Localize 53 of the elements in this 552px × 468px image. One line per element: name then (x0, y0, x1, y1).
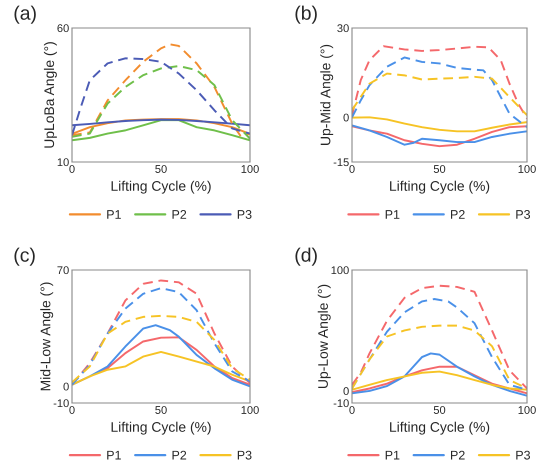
legend-label: P3 (238, 210, 252, 219)
x-axis-title: Lifting Cycle (%) (112, 422, 211, 435)
y-tick-label: -10 (54, 399, 69, 408)
y-tick-label: 0 (343, 387, 349, 396)
legend-label: P3 (238, 450, 252, 460)
chart-title: (a) (14, 6, 36, 24)
x-tick-label: 50 (434, 165, 446, 173)
line-series (352, 72, 527, 116)
y-tick-label: 60 (57, 24, 69, 32)
x-tick-label: 100 (518, 406, 536, 414)
line-series (352, 352, 527, 397)
y-tick-label: 70 (57, 266, 69, 274)
y-tick-label: 0 (63, 382, 69, 391)
x-tick-label: 100 (242, 406, 259, 414)
y-tick-label: -15 (334, 158, 349, 166)
x-tick-label: 0 (349, 406, 355, 414)
x-tick-label: 100 (518, 165, 536, 173)
x-tick-label: 50 (155, 406, 167, 414)
x-tick-label: 0 (69, 406, 75, 414)
x-tick-label: 100 (242, 165, 259, 173)
x-tick-label: 0 (349, 165, 355, 173)
legend-label: P1 (386, 210, 400, 219)
y-tick-label: 10 (58, 158, 69, 166)
line-series (352, 45, 527, 120)
y-axis-title: UpLoBa Angle (°) (44, 42, 57, 148)
x-tick-label: 50 (434, 406, 446, 414)
y-axis-title: Up-Low Angle (°) (318, 284, 331, 388)
y-axis-title: Mid-Low Angle (°) (40, 282, 54, 390)
line-series (352, 56, 527, 128)
chart-title: (d) (295, 248, 317, 266)
chart-title: (c) (14, 248, 35, 266)
y-axis-title: Up-Mid Angle (°) (320, 44, 334, 145)
legend-label: P3 (516, 210, 530, 219)
chart-title: (b) (295, 6, 317, 24)
legend-label: P2 (172, 450, 186, 460)
legend-label: P2 (451, 210, 465, 219)
line-series (352, 366, 527, 394)
y-tick-label: -10 (334, 399, 349, 408)
legend-label: P2 (172, 210, 186, 219)
x-tick-label: 0 (69, 165, 75, 173)
x-tick-label: 50 (155, 165, 167, 173)
legend-label: P3 (516, 450, 530, 460)
y-tick-label: 30 (337, 24, 349, 32)
legend-label: P1 (386, 450, 400, 460)
x-axis-title: Lifting Cycle (%) (112, 180, 211, 194)
y-tick-label: 0 (343, 114, 349, 122)
y-tick-label: 100 (332, 266, 349, 274)
line-series (352, 116, 527, 132)
legend-label: P1 (107, 210, 121, 219)
x-axis-title: Lifting Cycle (%) (390, 180, 490, 194)
legend-label: P2 (451, 450, 465, 460)
x-axis-title: Lifting Cycle (%) (390, 422, 490, 435)
legend-label: P1 (107, 450, 121, 460)
